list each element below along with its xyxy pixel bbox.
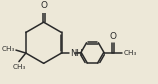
Text: NH: NH (70, 49, 83, 58)
Text: O: O (40, 1, 47, 10)
Text: O: O (110, 32, 117, 41)
Text: CH₃: CH₃ (12, 64, 26, 70)
Text: CH₃: CH₃ (124, 50, 137, 56)
Text: CH₃: CH₃ (2, 46, 15, 52)
